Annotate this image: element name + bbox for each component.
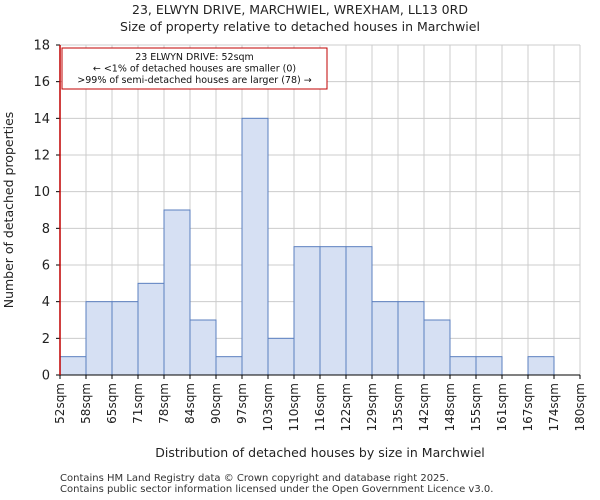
bar	[371, 301, 399, 376]
bar	[189, 319, 217, 376]
y-tick-label: 18	[33, 39, 50, 54]
x-tick-label: 180sqm	[573, 383, 587, 431]
bar	[449, 356, 477, 376]
x-tick-label: 65sqm	[105, 383, 119, 424]
annotation-line: >99% of semi-detached houses are larger …	[77, 75, 311, 86]
x-tick-label: 78sqm	[157, 383, 171, 424]
x-tick-label: 174sqm	[547, 383, 561, 431]
y-tick-label: 10	[33, 185, 50, 200]
axes: 0 2 4 6 8 10 12 14 16 18 52sqm 58sqm 65sqm 71sqm 78sqm…	[1, 39, 587, 461]
chart-title: 23, ELWYN DRIVE, MARCHWIEL, WREXHAM, LL1…	[132, 2, 468, 17]
x-tick-label: 155sqm	[469, 383, 483, 431]
bar	[85, 301, 113, 376]
bar	[241, 117, 269, 376]
x-tick-label: 71sqm	[131, 383, 145, 424]
annotation-line: ← <1% of detached houses are smaller (0)	[93, 64, 296, 75]
x-tick-label: 84sqm	[183, 383, 197, 424]
x-tick-label: 103sqm	[261, 383, 275, 431]
x-tick-label: 110sqm	[287, 383, 301, 431]
y-tick-label: 0	[42, 369, 50, 384]
bar	[267, 337, 295, 376]
footer: Contains HM Land Registry data © Crown c…	[60, 473, 493, 495]
x-tick-label: 142sqm	[417, 383, 431, 431]
bar	[137, 282, 165, 376]
y-tick-label: 2	[42, 332, 50, 347]
x-tick-label: 167sqm	[521, 383, 535, 431]
bar	[111, 301, 139, 376]
x-tick-label: 90sqm	[209, 383, 223, 424]
bar	[319, 246, 347, 376]
y-tick-label: 14	[33, 112, 50, 127]
annotation: 23 ELWYN DRIVE: 52sqm← <1% of detached h…	[59, 45, 328, 375]
y-tick-label: 6	[42, 259, 50, 274]
x-axis-label: Distribution of detached houses by size …	[155, 445, 485, 460]
x-tick-label: 135sqm	[391, 383, 405, 431]
y-tick-label: 4	[42, 295, 50, 310]
bars	[59, 117, 555, 376]
annotation-box	[61, 47, 328, 90]
bar	[215, 356, 243, 376]
x-tick-label: 161sqm	[495, 383, 509, 431]
y-tick-label: 12	[33, 149, 50, 164]
bar	[423, 319, 451, 376]
x-tick-label: 97sqm	[235, 383, 249, 424]
chart-subtitle: Size of property relative to detached ho…	[120, 19, 480, 34]
x-tick-label: 148sqm	[443, 383, 457, 431]
x-tick-label: 129sqm	[365, 383, 379, 431]
x-tick-label: 116sqm	[313, 383, 327, 431]
y-axis-label: Number of detached properties	[1, 112, 16, 309]
x-tick-label: 58sqm	[79, 383, 93, 424]
x-tick-label: 122sqm	[339, 383, 353, 431]
bar	[345, 246, 373, 376]
footer-line-2: Contains public sector information licen…	[60, 484, 494, 495]
bar	[397, 301, 425, 376]
bar	[293, 246, 321, 376]
x-tick-label: 52sqm	[53, 383, 67, 424]
y-tick-label: 16	[33, 75, 50, 90]
bar	[475, 356, 503, 376]
footer-line-1: Contains HM Land Registry data © Crown c…	[60, 473, 449, 484]
y-tick-label: 8	[42, 222, 50, 237]
bar	[59, 356, 87, 376]
bar	[527, 356, 555, 376]
annotation-line: 23 ELWYN DRIVE: 52sqm	[135, 52, 254, 63]
bar	[163, 209, 191, 376]
